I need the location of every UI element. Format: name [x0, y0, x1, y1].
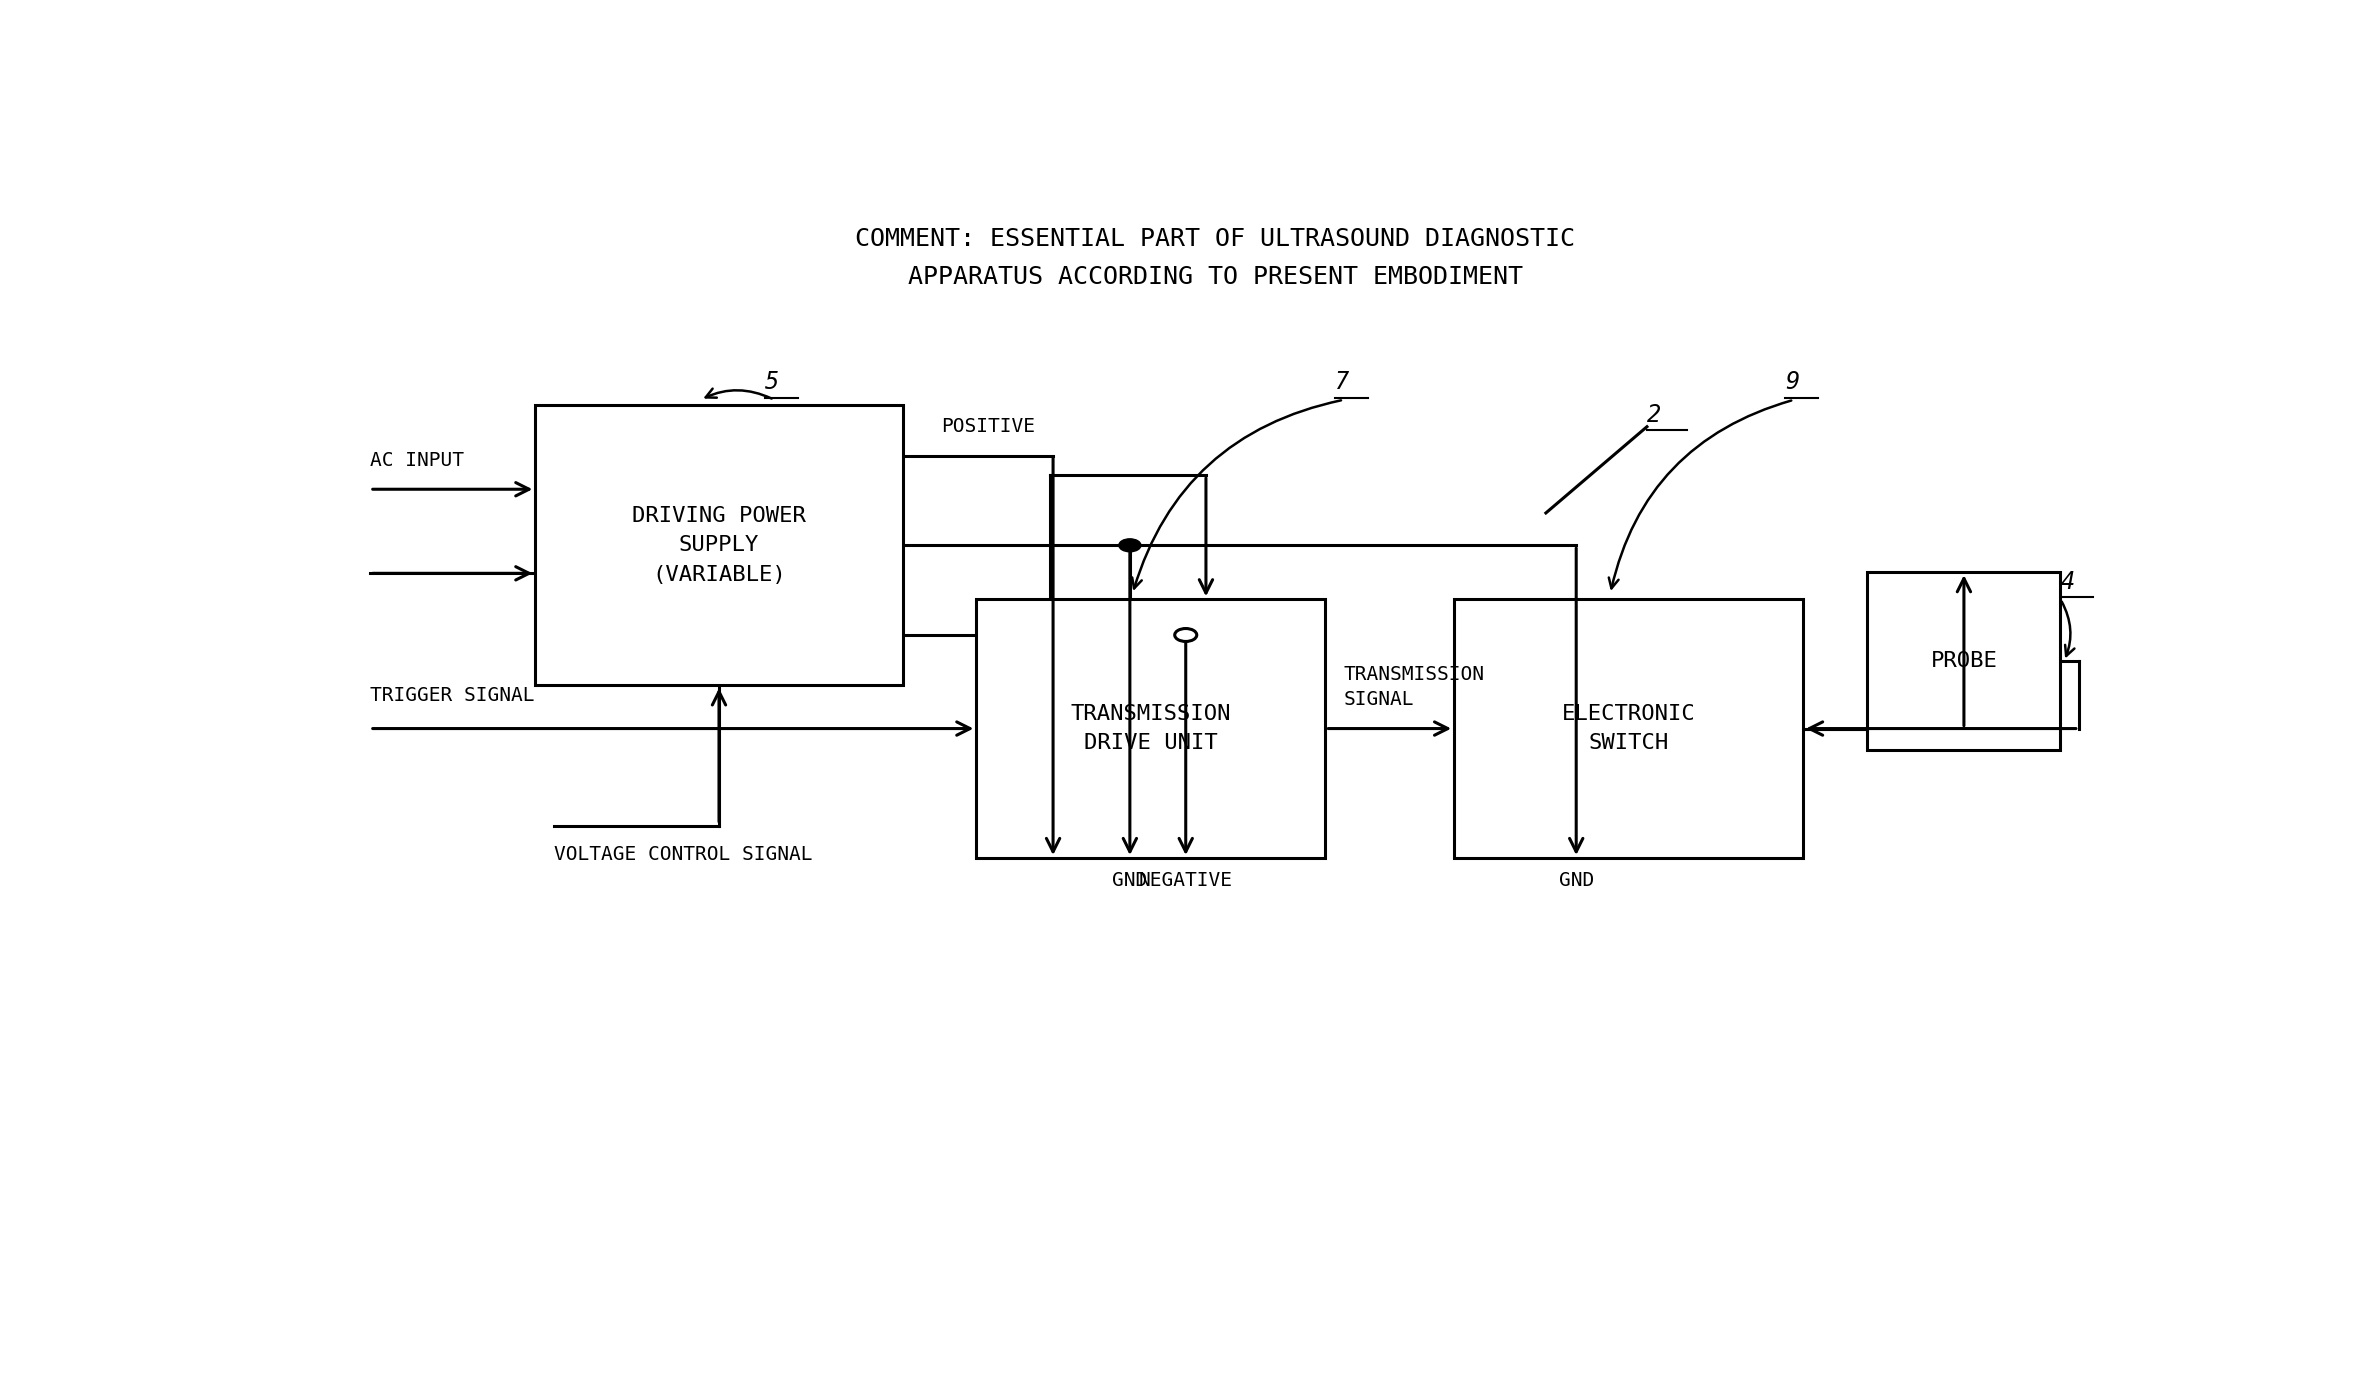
Bar: [1453, 599, 1804, 858]
Text: 5: 5: [766, 371, 780, 395]
Text: ELECTRONIC
SWITCH: ELECTRONIC SWITCH: [1562, 704, 1695, 753]
Circle shape: [1174, 629, 1197, 641]
Text: TRANSMISSION
SIGNAL: TRANSMISSION SIGNAL: [1344, 665, 1484, 710]
Bar: [1868, 573, 2060, 750]
Text: PROBE: PROBE: [1930, 651, 1996, 671]
Text: GND: GND: [1558, 871, 1593, 890]
Text: TRANSMISSION
DRIVE UNIT: TRANSMISSION DRIVE UNIT: [1072, 704, 1231, 753]
Circle shape: [1119, 539, 1140, 552]
Text: 7: 7: [1335, 371, 1349, 395]
Bar: [977, 599, 1325, 858]
Text: 2: 2: [1648, 403, 1662, 427]
Text: GND: GND: [1112, 871, 1148, 890]
Text: VOLTAGE CONTROL SIGNAL: VOLTAGE CONTROL SIGNAL: [555, 846, 813, 864]
Text: DRIVING POWER
SUPPLY
(VARIABLE): DRIVING POWER SUPPLY (VARIABLE): [633, 505, 806, 585]
Bar: [536, 405, 903, 686]
Text: COMMENT: ESSENTIAL PART OF ULTRASOUND DIAGNOSTIC
APPARATUS ACCORDING TO PRESENT : COMMENT: ESSENTIAL PART OF ULTRASOUND DI…: [856, 227, 1574, 288]
Text: AC INPUT: AC INPUT: [370, 451, 465, 470]
Text: TRIGGER SIGNAL: TRIGGER SIGNAL: [370, 686, 533, 704]
Text: POSITIVE: POSITIVE: [941, 417, 1034, 437]
Text: 4: 4: [2060, 570, 2075, 594]
Text: NEGATIVE: NEGATIVE: [1138, 871, 1233, 890]
Text: 9: 9: [1785, 371, 1800, 395]
